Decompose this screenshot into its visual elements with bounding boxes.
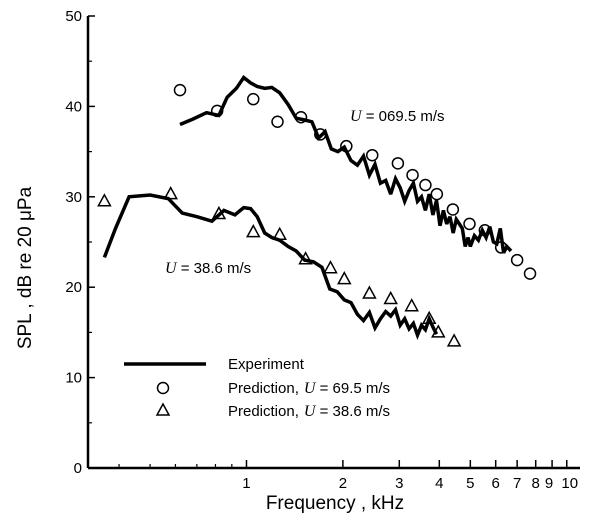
- annotation-u-38-6: U = 38.6 m/s: [165, 260, 251, 277]
- y-tick-label: 0: [74, 460, 82, 477]
- data-point-triangle: [337, 271, 352, 285]
- legend-marker-triangle: [155, 402, 171, 416]
- data-point-circle: [406, 168, 419, 182]
- annotation-u-symbol: U: [165, 260, 178, 277]
- data-point-circle: [446, 203, 460, 216]
- axes: 0 10 20 30 40 50 1 2 3 4 5 6 7 8 9 10: [65, 8, 580, 492]
- data-point-triangle: [323, 260, 338, 274]
- legend-label-suffix: = 38.6 m/s: [315, 403, 390, 420]
- plot-area: [97, 74, 537, 347]
- series-experiment-line-1: [102, 193, 439, 341]
- data-point-triangle: [446, 333, 462, 347]
- legend-u-symbol: U: [304, 380, 317, 397]
- data-point-circle: [419, 178, 432, 192]
- data-point-triangle: [97, 193, 112, 207]
- annotation-u-symbol: U: [350, 108, 363, 125]
- x-tick-label: 6: [492, 475, 500, 492]
- data-point-triangle: [421, 310, 437, 325]
- x-tick-label: 8: [532, 475, 540, 492]
- legend-label-experiment: Experiment: [228, 356, 305, 373]
- legend-label-prefix: Prediction,: [228, 380, 299, 397]
- data-point-circle: [294, 110, 308, 124]
- legend-marker-circle: [156, 381, 170, 395]
- data-point-circle: [494, 241, 508, 254]
- y-axis-title: SPL , dB re 20 μPa: [15, 186, 36, 349]
- x-tick-label: 7: [513, 475, 521, 492]
- data-point-circle: [210, 104, 224, 118]
- data-point-triangle: [383, 290, 398, 305]
- legend-label-prediction-38-6: Prediction, U = 38.6 m/s: [228, 403, 390, 420]
- data-point-circle: [391, 157, 405, 170]
- data-point-circle: [173, 83, 187, 97]
- data-point-triangle: [431, 324, 446, 338]
- legend-label-prefix: Prediction,: [228, 403, 299, 420]
- series-experiment-line-0: [179, 74, 513, 254]
- data-point-circle: [430, 187, 444, 201]
- annotation-u-69-5: U = 069.5 m/s: [350, 108, 445, 125]
- y-tick-label: 40: [65, 98, 82, 115]
- data-point-circle: [340, 139, 353, 153]
- data-point-triangle: [246, 224, 261, 238]
- x-tick-label: 10: [561, 475, 578, 492]
- y-tick-label: 50: [65, 8, 82, 25]
- x-axis-title: Frequency , kHz: [266, 493, 404, 514]
- legend: Experiment Prediction, U = 69.5 m/s Predi…: [124, 356, 390, 420]
- data-point-circle: [478, 223, 492, 237]
- data-point-circle: [523, 267, 537, 280]
- x-tick-label: 1: [242, 475, 250, 492]
- data-point-triangle: [298, 251, 313, 265]
- x-tick-label: 2: [339, 475, 347, 492]
- x-tick-label: 9: [545, 475, 553, 492]
- data-point-triangle: [272, 226, 287, 241]
- annotation-text: = 069.5 m/s: [362, 108, 445, 125]
- x-tick-label: 3: [395, 475, 403, 492]
- data-point-circle: [271, 115, 284, 129]
- data-point-triangle: [362, 285, 377, 299]
- data-point-circle: [510, 253, 524, 267]
- data-point-triangle: [211, 205, 227, 220]
- data-point-circle: [463, 217, 476, 231]
- legend-label-prediction-69-5: Prediction, U = 69.5 m/s: [228, 380, 390, 397]
- data-point-triangle: [404, 298, 419, 312]
- legend-u-symbol: U: [304, 403, 317, 420]
- x-tick-label: 4: [435, 475, 443, 492]
- data-point-circle: [314, 128, 327, 141]
- legend-label-suffix: = 69.5 m/s: [315, 380, 390, 397]
- y-tick-label: 10: [65, 370, 82, 387]
- x-tick-label: 5: [466, 475, 474, 492]
- data-point-circle: [365, 148, 379, 162]
- data-point-triangle: [163, 186, 178, 200]
- data-point-circle: [247, 92, 260, 106]
- y-tick-label: 30: [65, 189, 82, 206]
- y-tick-label: 20: [65, 279, 82, 296]
- annotation-text: = 38.6 m/s: [177, 260, 252, 277]
